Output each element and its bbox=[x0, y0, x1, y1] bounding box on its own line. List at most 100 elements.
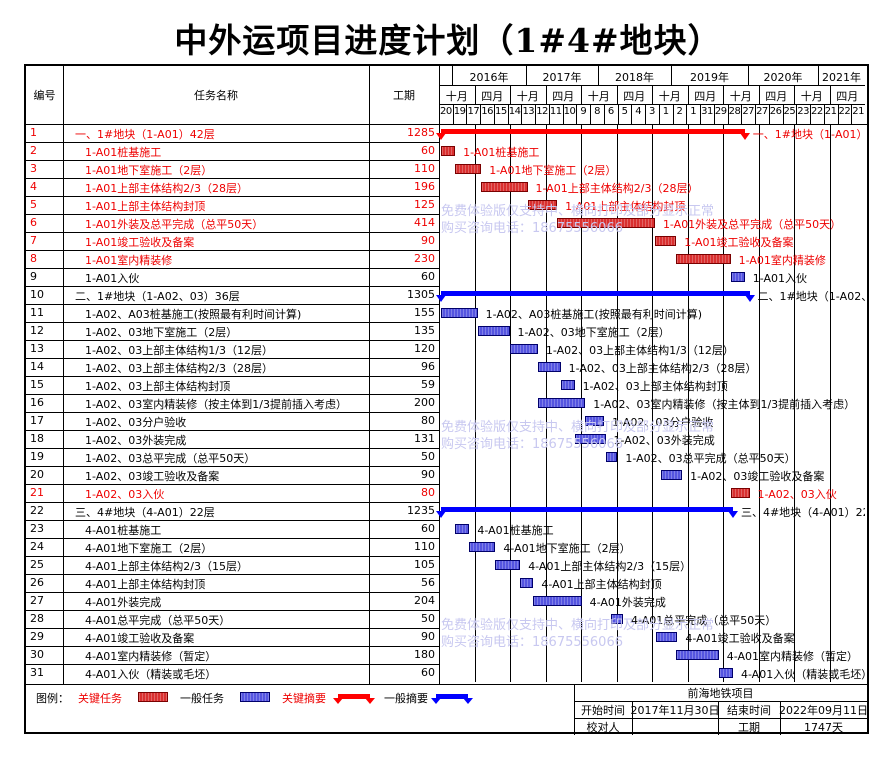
time-unit-label: 6 bbox=[607, 106, 614, 117]
row-divider bbox=[26, 358, 439, 359]
time-unit-label: 4 bbox=[635, 106, 642, 117]
summary-bar-cap bbox=[436, 133, 446, 140]
duration-value: 1747天 bbox=[804, 720, 843, 734]
unit-divider bbox=[672, 104, 674, 124]
task-bar-label: 4-A01上部主体结构2/3（15层） bbox=[528, 560, 692, 573]
task-bar bbox=[469, 542, 496, 552]
footer-divider bbox=[574, 684, 575, 735]
row-duration: 90 bbox=[421, 468, 435, 481]
row-divider bbox=[26, 520, 439, 521]
row-divider bbox=[26, 340, 439, 341]
footer-divider bbox=[574, 718, 867, 719]
row-divider bbox=[26, 196, 439, 197]
row-task-name: 1-A02、03外装完成 bbox=[85, 434, 187, 447]
start-time-label: 开始时间 bbox=[581, 703, 625, 717]
footer-divider bbox=[718, 701, 719, 735]
header-divider bbox=[439, 104, 865, 105]
row-task-name: 一、1#地块（1-A01）42层 bbox=[75, 128, 215, 141]
row-task-name: 4-A01竣工验收及备案 bbox=[85, 632, 195, 645]
season-label: 四月 bbox=[481, 90, 504, 102]
time-unit-label: 29 bbox=[714, 106, 727, 117]
row-task-name: 二、1#地块（1-A02、03）36层 bbox=[75, 290, 240, 303]
year-divider bbox=[818, 66, 819, 85]
year-label: 2016年 bbox=[469, 71, 509, 83]
summary-bar-cap bbox=[739, 133, 750, 140]
start-time-value: 2017年11月30日 bbox=[630, 703, 720, 717]
time-unit-label: 13 bbox=[522, 106, 535, 117]
unit-divider bbox=[700, 104, 702, 124]
task-bar bbox=[441, 146, 456, 156]
row-id: 7 bbox=[30, 234, 37, 247]
time-unit-label: 21 bbox=[852, 106, 864, 117]
row-task-name: 1-A02、03总平完成（总平50天） bbox=[85, 452, 256, 465]
row-divider bbox=[26, 214, 439, 215]
row-divider bbox=[26, 484, 439, 485]
row-id: 26 bbox=[30, 576, 44, 589]
time-unit-label: 12 bbox=[536, 106, 548, 117]
task-bar-label: 1-A01竣工验收及备案 bbox=[684, 236, 794, 249]
row-duration: 155 bbox=[414, 306, 435, 319]
task-bar-label: 1-A02、03竣工验收及备案 bbox=[690, 470, 825, 483]
task-bar-label: 1-A02、A03桩基施工(按照最有利时间计算) bbox=[485, 308, 702, 321]
row-task-name: 4-A01室内精装修（暂定） bbox=[85, 650, 217, 663]
season-label: 十月 bbox=[729, 90, 752, 102]
row-id: 6 bbox=[30, 216, 37, 229]
season-label: 四月 bbox=[552, 90, 575, 102]
season-divider bbox=[758, 85, 760, 104]
summary-bar bbox=[441, 507, 733, 512]
time-unit-label: 31 bbox=[701, 106, 713, 117]
task-bar-label: 1-A02、03室内精装修（按主体到1/3提前插入考虑） bbox=[593, 398, 856, 411]
chart-gridline bbox=[723, 124, 724, 682]
chart-gridline bbox=[510, 124, 511, 682]
unit-divider bbox=[452, 104, 454, 124]
summary-bar-cap bbox=[744, 295, 755, 302]
legend-sum-cap bbox=[365, 698, 375, 704]
season-label: 四月 bbox=[765, 90, 788, 102]
row-id: 4 bbox=[30, 180, 37, 193]
legend-sum-cap bbox=[333, 698, 343, 704]
time-unit-label: 19 bbox=[453, 106, 466, 117]
row-divider bbox=[26, 286, 439, 287]
season-divider bbox=[616, 85, 618, 104]
legend-divider bbox=[26, 684, 867, 685]
row-task-name: 1-A02、03入伙 bbox=[85, 488, 165, 501]
season-label: 四月 bbox=[623, 90, 646, 102]
row-id: 18 bbox=[30, 432, 44, 445]
time-unit-label: 23 bbox=[797, 106, 810, 117]
task-bar bbox=[520, 578, 534, 588]
row-divider bbox=[26, 448, 439, 449]
row-divider bbox=[26, 574, 439, 575]
row-divider bbox=[26, 142, 439, 143]
checker-label: 校对人 bbox=[586, 720, 620, 734]
row-duration: 1235 bbox=[407, 504, 435, 517]
season-divider bbox=[829, 85, 831, 104]
chart-gridline bbox=[687, 124, 689, 682]
time-unit-label: 21 bbox=[824, 106, 837, 117]
row-duration: 196 bbox=[414, 180, 435, 193]
task-bar-label: 1-A02、03分户验收 bbox=[612, 416, 714, 429]
row-duration: 110 bbox=[414, 162, 435, 175]
row-id: 3 bbox=[30, 162, 37, 175]
row-id: 31 bbox=[30, 666, 44, 679]
unit-divider bbox=[562, 104, 564, 124]
time-unit-label: 28 bbox=[728, 106, 741, 117]
legend-crit-sum-text: 关键摘要 bbox=[282, 692, 326, 705]
unit-divider bbox=[713, 104, 715, 124]
row-task-name: 1-A01室内精装修 bbox=[85, 254, 173, 267]
row-task-name: 4-A01上部主体结构2/3（15层） bbox=[85, 560, 248, 573]
chart-gridline bbox=[616, 124, 618, 682]
season-divider bbox=[545, 85, 547, 104]
task-bar bbox=[495, 560, 521, 570]
task-bar-label: 1-A01外装及总平完成（总平50天） bbox=[662, 218, 842, 231]
task-bar-label: 4-A01总平完成（总平50天） bbox=[631, 614, 777, 627]
time-unit-label: 1 bbox=[662, 106, 669, 117]
row-duration: 135 bbox=[414, 324, 435, 337]
row-duration: 60 bbox=[421, 270, 435, 283]
col-divider bbox=[63, 66, 64, 684]
row-id: 17 bbox=[30, 414, 44, 427]
unit-divider bbox=[576, 104, 578, 124]
year-label: 2021年 bbox=[822, 71, 861, 83]
chart-gridline bbox=[829, 124, 831, 682]
row-divider bbox=[26, 322, 439, 323]
row-task-name: 三、4#地块（4-A01）22层 bbox=[75, 506, 215, 519]
